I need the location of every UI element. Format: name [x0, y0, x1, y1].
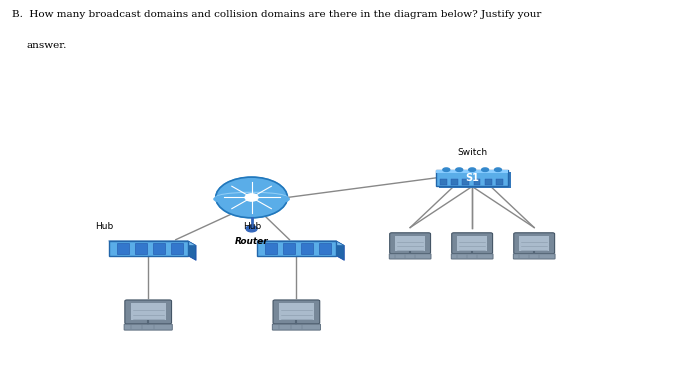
- Polygon shape: [109, 241, 196, 246]
- FancyBboxPatch shape: [279, 303, 314, 320]
- Polygon shape: [257, 241, 345, 246]
- FancyBboxPatch shape: [513, 254, 555, 259]
- Text: Hub: Hub: [95, 222, 113, 231]
- FancyBboxPatch shape: [451, 254, 493, 259]
- FancyBboxPatch shape: [171, 243, 183, 254]
- FancyBboxPatch shape: [265, 243, 277, 254]
- Text: B.  How many broadcast domains and collision domains are there in the diagram be: B. How many broadcast domains and collis…: [12, 10, 542, 19]
- FancyBboxPatch shape: [109, 241, 188, 256]
- FancyBboxPatch shape: [440, 179, 447, 185]
- FancyBboxPatch shape: [272, 324, 320, 330]
- Ellipse shape: [482, 168, 489, 171]
- FancyBboxPatch shape: [451, 179, 458, 185]
- Text: Switch: Switch: [457, 148, 487, 157]
- FancyBboxPatch shape: [462, 179, 469, 185]
- Text: S1: S1: [465, 173, 479, 183]
- Circle shape: [246, 226, 257, 232]
- Circle shape: [245, 194, 258, 201]
- FancyBboxPatch shape: [153, 243, 165, 254]
- FancyBboxPatch shape: [273, 300, 320, 324]
- Text: Hub: Hub: [243, 222, 261, 231]
- FancyBboxPatch shape: [301, 243, 313, 254]
- FancyBboxPatch shape: [319, 243, 331, 254]
- Polygon shape: [336, 241, 345, 260]
- FancyBboxPatch shape: [452, 233, 493, 254]
- Polygon shape: [188, 241, 196, 260]
- Ellipse shape: [456, 168, 463, 171]
- Ellipse shape: [468, 168, 475, 171]
- FancyBboxPatch shape: [124, 324, 172, 330]
- FancyBboxPatch shape: [439, 172, 511, 188]
- FancyBboxPatch shape: [519, 236, 549, 251]
- FancyBboxPatch shape: [125, 300, 172, 324]
- Ellipse shape: [495, 168, 502, 171]
- Text: Router: Router: [235, 237, 268, 246]
- FancyBboxPatch shape: [496, 179, 503, 185]
- FancyBboxPatch shape: [389, 254, 431, 259]
- FancyBboxPatch shape: [283, 243, 295, 254]
- FancyBboxPatch shape: [473, 179, 480, 185]
- FancyBboxPatch shape: [436, 170, 509, 186]
- FancyBboxPatch shape: [485, 179, 491, 185]
- Circle shape: [216, 177, 287, 218]
- FancyBboxPatch shape: [436, 170, 509, 173]
- Ellipse shape: [443, 168, 450, 171]
- Text: answer.: answer.: [26, 41, 66, 50]
- FancyBboxPatch shape: [390, 233, 430, 254]
- FancyBboxPatch shape: [395, 236, 425, 251]
- FancyBboxPatch shape: [457, 236, 487, 251]
- FancyBboxPatch shape: [135, 243, 147, 254]
- FancyBboxPatch shape: [131, 303, 165, 320]
- Ellipse shape: [214, 194, 289, 204]
- FancyBboxPatch shape: [117, 243, 129, 254]
- Ellipse shape: [216, 192, 287, 203]
- FancyBboxPatch shape: [257, 241, 336, 256]
- FancyBboxPatch shape: [513, 233, 554, 254]
